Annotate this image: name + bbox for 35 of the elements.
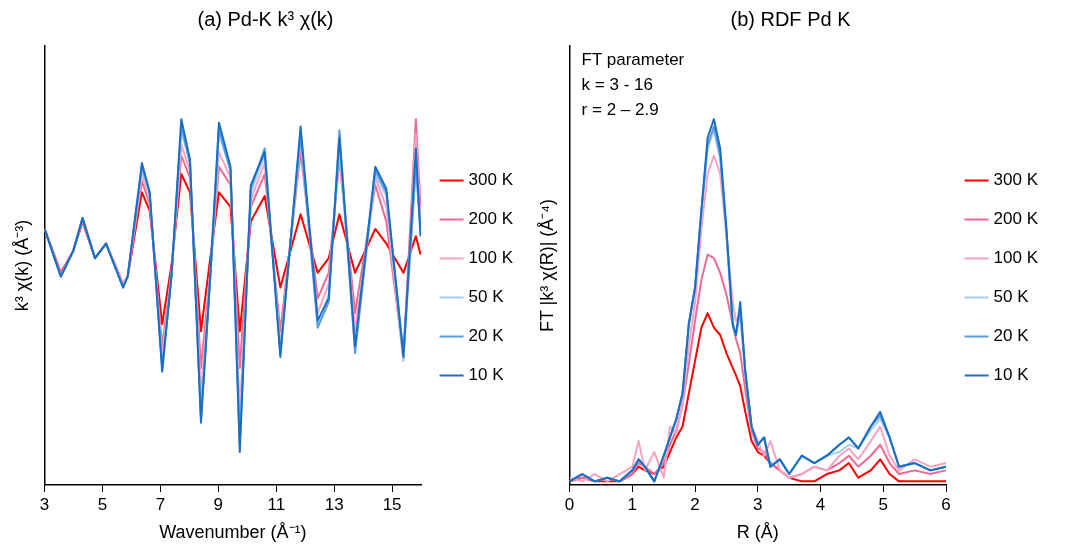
text: k = 3 - 16 xyxy=(581,75,653,95)
y-axis-title: k³ χ(k) (Å⁻³) xyxy=(11,219,32,312)
legend-label: 10 K xyxy=(468,365,505,385)
legend-label: 300 K xyxy=(468,170,514,190)
legend-label: 200 K xyxy=(468,209,514,229)
y-axis-title: FT |k³ χ(R)| (Å⁻⁴) xyxy=(536,198,557,333)
x-tick-label: 5 xyxy=(878,494,889,514)
x-tick-label: 15 xyxy=(382,494,402,514)
legend-label: 100 K xyxy=(993,248,1039,268)
x-tick-label: 3 xyxy=(39,494,50,514)
x-tick-label: 5 xyxy=(97,494,108,514)
legend-label: 10 K xyxy=(993,365,1030,385)
chart-title: (b) RDF Pd K xyxy=(730,7,852,30)
x-tick-label: 4 xyxy=(815,494,826,514)
x-tick-label: 9 xyxy=(213,494,224,514)
x-axis-title: R (Å) xyxy=(736,522,779,543)
x-tick-label: 2 xyxy=(690,494,700,514)
legend-label: 20 K xyxy=(993,326,1030,346)
x-tick-label: 11 xyxy=(267,494,286,514)
legend-label: 20 K xyxy=(468,326,505,346)
legend-label: 200 K xyxy=(993,209,1039,229)
x-axis-title: Wavenumber (Å⁻¹) xyxy=(159,522,307,543)
x-tick-label: 13 xyxy=(324,494,344,514)
text: FT parameter xyxy=(581,50,685,70)
legend-label: 50 K xyxy=(993,287,1030,307)
x-tick-label: 1 xyxy=(627,494,638,514)
x-tick-label: 0 xyxy=(564,494,575,514)
text: r = 2 – 2.9 xyxy=(581,100,659,120)
legend-label: 50 K xyxy=(468,287,505,307)
x-tick-label: 6 xyxy=(941,494,951,514)
chart-title: (a) Pd-K k³ χ(k) xyxy=(197,7,334,30)
x-tick-label: 7 xyxy=(155,494,166,514)
legend-label: 100 K xyxy=(468,248,514,268)
legend-label: 300 K xyxy=(993,170,1039,190)
x-tick-label: 3 xyxy=(753,494,763,514)
